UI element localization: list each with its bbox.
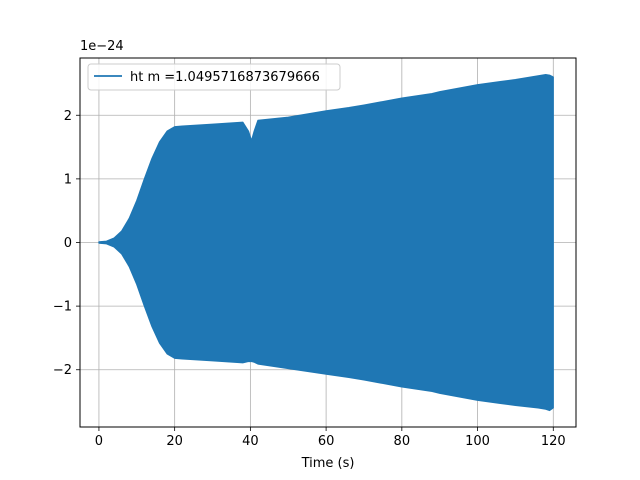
- y-tick-label-0: −2: [53, 363, 72, 378]
- legend: ht m =1.0495716873679666: [87, 63, 341, 91]
- legend-label: ht m =1.0495716873679666: [130, 70, 320, 85]
- y-tick-label-1: −1: [53, 300, 72, 315]
- y-tick-label-2: 0: [64, 236, 72, 251]
- x-tick-label-0: 0: [95, 434, 103, 449]
- x-tick-label-1: 20: [166, 434, 183, 449]
- x-tick-label-3: 60: [318, 434, 335, 449]
- y-offset-text: 1e−24: [80, 39, 124, 54]
- x-tick-label-4: 80: [394, 434, 411, 449]
- x-axis-label: Time (s): [301, 456, 355, 471]
- ticks: 0 20 40 60 80 100 120 −2 −1 0 1 2: [53, 109, 566, 449]
- x-tick-label-6: 120: [541, 434, 566, 449]
- plot-area: [98, 73, 554, 412]
- y-tick-label-3: 1: [64, 172, 72, 187]
- x-tick-label-2: 40: [242, 434, 259, 449]
- legend-box: [87, 63, 341, 91]
- series-0-envelope: [98, 73, 554, 412]
- y-tick-label-4: 2: [64, 109, 72, 124]
- x-tick-label-5: 100: [465, 434, 490, 449]
